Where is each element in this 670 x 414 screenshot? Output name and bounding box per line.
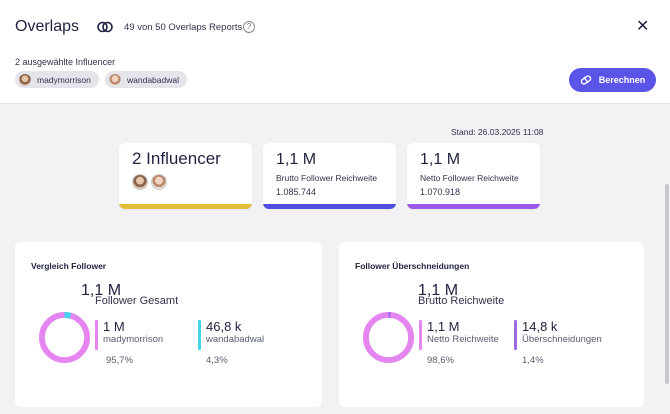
metric-a: 1 M madymorrison 95,7% [95, 319, 163, 366]
avatar [151, 174, 167, 190]
donut-chart [362, 311, 415, 364]
metric-bar [514, 320, 517, 350]
metric-percent: 95,7% [106, 355, 133, 366]
metric-bar [95, 320, 98, 350]
avatar [132, 174, 148, 190]
follower-ueberschneidungen-panel: Follower Überschneidungen 1,1 M Brutto R… [339, 242, 644, 407]
avatar [19, 73, 31, 86]
help-icon[interactable]: ? [243, 21, 255, 33]
vergleich-follower-panel: Vergleich Follower 1,1 M Follower Gesamt… [15, 242, 322, 407]
scrollbar[interactable] [664, 104, 670, 414]
metric-label: Netto Reichweite [427, 334, 499, 345]
brutto-label: Brutto Follower Reichweite [276, 173, 378, 183]
timestamp: Stand: 26.03.2025 11:08 [451, 127, 544, 137]
influencer-count: 2 Influencer [132, 149, 221, 168]
calculate-button[interactable]: Berechnen [569, 68, 656, 92]
total-label: Follower Gesamt [95, 295, 179, 307]
metric-percent: 1,4% [522, 355, 544, 366]
influencer-chip-label: wandabadwal [127, 74, 179, 85]
calculate-button-label: Berechnen [598, 75, 646, 85]
donut-track [362, 311, 415, 364]
panel-title: Vergleich Follower [31, 261, 107, 271]
metric-value: 1,1 M [427, 319, 460, 334]
metric-label: wandabadwal [206, 334, 265, 345]
metric-percent: 4,3% [206, 355, 228, 366]
metric-b: 46,8 k wandabadwal 4,3% [198, 319, 264, 366]
metric-value: 46,8 k [206, 319, 242, 334]
overlap-icon [97, 21, 113, 33]
influencer-chip[interactable]: madymorrison [15, 71, 99, 88]
selected-influencers-label: 2 ausgewählte Influencer [15, 57, 116, 67]
panel-title: Follower Überschneidungen [355, 261, 470, 271]
page-title: Overlaps [15, 18, 80, 35]
card-accent-bar [119, 204, 252, 209]
metric-value: 14,8 k [522, 319, 558, 334]
scrollbar-thumb[interactable] [665, 184, 669, 384]
report-count: 49 von 50 Overlaps Reports [124, 22, 243, 33]
metric-label: Überschneidungen [522, 334, 602, 345]
card-accent-bar [407, 204, 540, 209]
brutto-value: 1,1 M [276, 151, 317, 168]
metric-percent: 98,6% [427, 355, 454, 366]
total-value: 1,1 M [81, 282, 122, 299]
influencer-chip-label: madymorrison [37, 74, 91, 85]
header: Overlaps 49 von 50 Overlaps Reports ? ✕ … [0, 0, 670, 104]
brutto-reach-card: 1,1 M Brutto Follower Reichweite 1.085.7… [263, 143, 396, 209]
metric-bar [419, 320, 422, 350]
metric-a: 1,1 M Netto Reichweite 98,6% [419, 319, 499, 366]
metric-label: madymorrison [103, 334, 164, 345]
brutto-number: 1.085.744 [276, 187, 317, 197]
influencer-count-card: 2 Influencer [119, 143, 252, 209]
donut-track [38, 311, 91, 364]
avatar [109, 73, 121, 86]
netto-value: 1,1 M [420, 151, 461, 168]
total-value: 1,1 M [418, 282, 459, 299]
donut-chart [38, 311, 91, 364]
donut-segment [38, 311, 91, 364]
pill-icon [580, 75, 591, 85]
card-accent-bar [263, 204, 396, 209]
influencer-chip[interactable]: wandabadwal [105, 71, 187, 88]
avatar-group [132, 174, 167, 190]
close-icon[interactable]: ✕ [636, 18, 650, 35]
netto-reach-card: 1,1 M Netto Follower Reichweite 1.070.91… [407, 143, 540, 209]
netto-label: Netto Follower Reichweite [420, 173, 519, 183]
metric-bar [198, 320, 201, 350]
netto-number: 1.070.918 [420, 187, 461, 197]
total-label: Brutto Reichweite [418, 295, 505, 307]
donut-segment [362, 311, 415, 364]
metric-value: 1 M [103, 319, 125, 334]
metric-b: 14,8 k Überschneidungen 1,4% [514, 319, 602, 366]
